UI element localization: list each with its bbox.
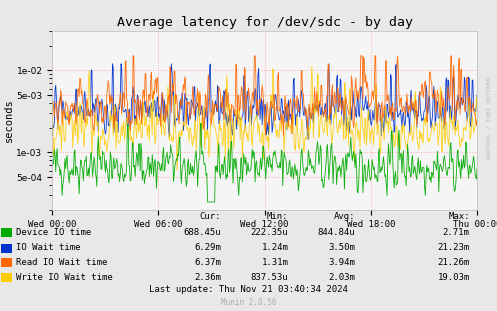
Text: 21.23m: 21.23m xyxy=(437,244,470,252)
Text: 21.26m: 21.26m xyxy=(437,258,470,267)
Text: 3.50m: 3.50m xyxy=(329,244,355,252)
Text: Last update: Thu Nov 21 03:40:34 2024: Last update: Thu Nov 21 03:40:34 2024 xyxy=(149,285,348,294)
Text: Munin 2.0.56: Munin 2.0.56 xyxy=(221,298,276,307)
Y-axis label: seconds: seconds xyxy=(3,99,13,142)
Text: Device IO time: Device IO time xyxy=(16,228,91,237)
Text: Avg:: Avg: xyxy=(334,212,355,221)
Text: 688.45u: 688.45u xyxy=(183,228,221,237)
Text: 3.94m: 3.94m xyxy=(329,258,355,267)
Text: Min:: Min: xyxy=(267,212,288,221)
Text: Write IO Wait time: Write IO Wait time xyxy=(16,273,113,282)
Text: 6.29m: 6.29m xyxy=(194,244,221,252)
Text: 2.36m: 2.36m xyxy=(194,273,221,282)
Text: Max:: Max: xyxy=(448,212,470,221)
Text: 2.03m: 2.03m xyxy=(329,273,355,282)
Text: 1.24m: 1.24m xyxy=(261,244,288,252)
Text: Cur:: Cur: xyxy=(200,212,221,221)
Text: 222.35u: 222.35u xyxy=(250,228,288,237)
Title: Average latency for /dev/sdc - by day: Average latency for /dev/sdc - by day xyxy=(117,16,413,29)
Text: 2.71m: 2.71m xyxy=(443,228,470,237)
Text: 6.37m: 6.37m xyxy=(194,258,221,267)
Text: RRDTOOL / TOBI OETIKER: RRDTOOL / TOBI OETIKER xyxy=(486,77,491,160)
Text: 837.53u: 837.53u xyxy=(250,273,288,282)
Text: 19.03m: 19.03m xyxy=(437,273,470,282)
Text: 844.84u: 844.84u xyxy=(318,228,355,237)
Text: 1.31m: 1.31m xyxy=(261,258,288,267)
Text: Read IO Wait time: Read IO Wait time xyxy=(16,258,108,267)
Text: IO Wait time: IO Wait time xyxy=(16,244,81,252)
